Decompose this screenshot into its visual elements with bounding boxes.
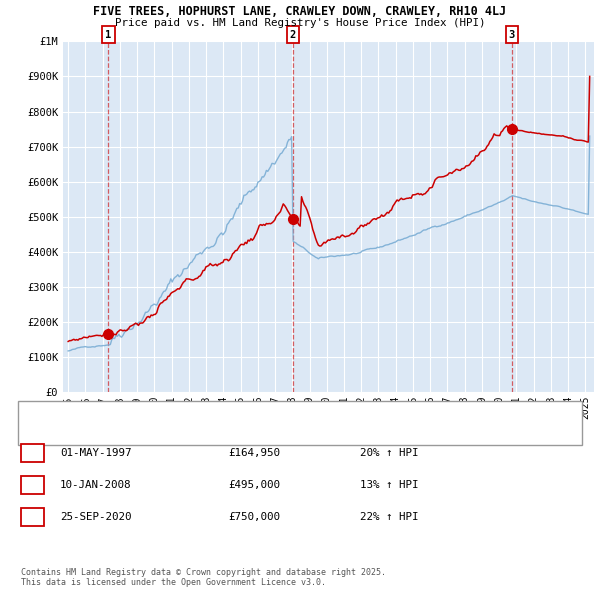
Text: 2: 2 bbox=[29, 480, 36, 490]
Text: 01-MAY-1997: 01-MAY-1997 bbox=[60, 448, 131, 458]
Text: 1: 1 bbox=[29, 448, 36, 458]
Text: 1: 1 bbox=[105, 30, 112, 40]
Text: 3: 3 bbox=[509, 30, 515, 40]
Text: 10-JAN-2008: 10-JAN-2008 bbox=[60, 480, 131, 490]
Text: £495,000: £495,000 bbox=[228, 480, 280, 490]
Text: Price paid vs. HM Land Registry's House Price Index (HPI): Price paid vs. HM Land Registry's House … bbox=[115, 18, 485, 28]
Text: 2: 2 bbox=[290, 30, 296, 40]
Text: Contains HM Land Registry data © Crown copyright and database right 2025.
This d: Contains HM Land Registry data © Crown c… bbox=[21, 568, 386, 587]
Text: 3: 3 bbox=[29, 512, 36, 522]
Text: HPI: Average price, detached house, Mid Sussex: HPI: Average price, detached house, Mid … bbox=[63, 428, 328, 438]
Text: 25-SEP-2020: 25-SEP-2020 bbox=[60, 512, 131, 522]
Text: 22% ↑ HPI: 22% ↑ HPI bbox=[360, 512, 419, 522]
Text: £164,950: £164,950 bbox=[228, 448, 280, 458]
Text: 13% ↑ HPI: 13% ↑ HPI bbox=[360, 480, 419, 490]
Text: FIVE TREES, HOPHURST LANE, CRAWLEY DOWN, CRAWLEY, RH10 4LJ (detached house): FIVE TREES, HOPHURST LANE, CRAWLEY DOWN,… bbox=[63, 409, 494, 418]
Text: FIVE TREES, HOPHURST LANE, CRAWLEY DOWN, CRAWLEY, RH10 4LJ: FIVE TREES, HOPHURST LANE, CRAWLEY DOWN,… bbox=[94, 5, 506, 18]
Text: £750,000: £750,000 bbox=[228, 512, 280, 522]
Text: 20% ↑ HPI: 20% ↑ HPI bbox=[360, 448, 419, 458]
